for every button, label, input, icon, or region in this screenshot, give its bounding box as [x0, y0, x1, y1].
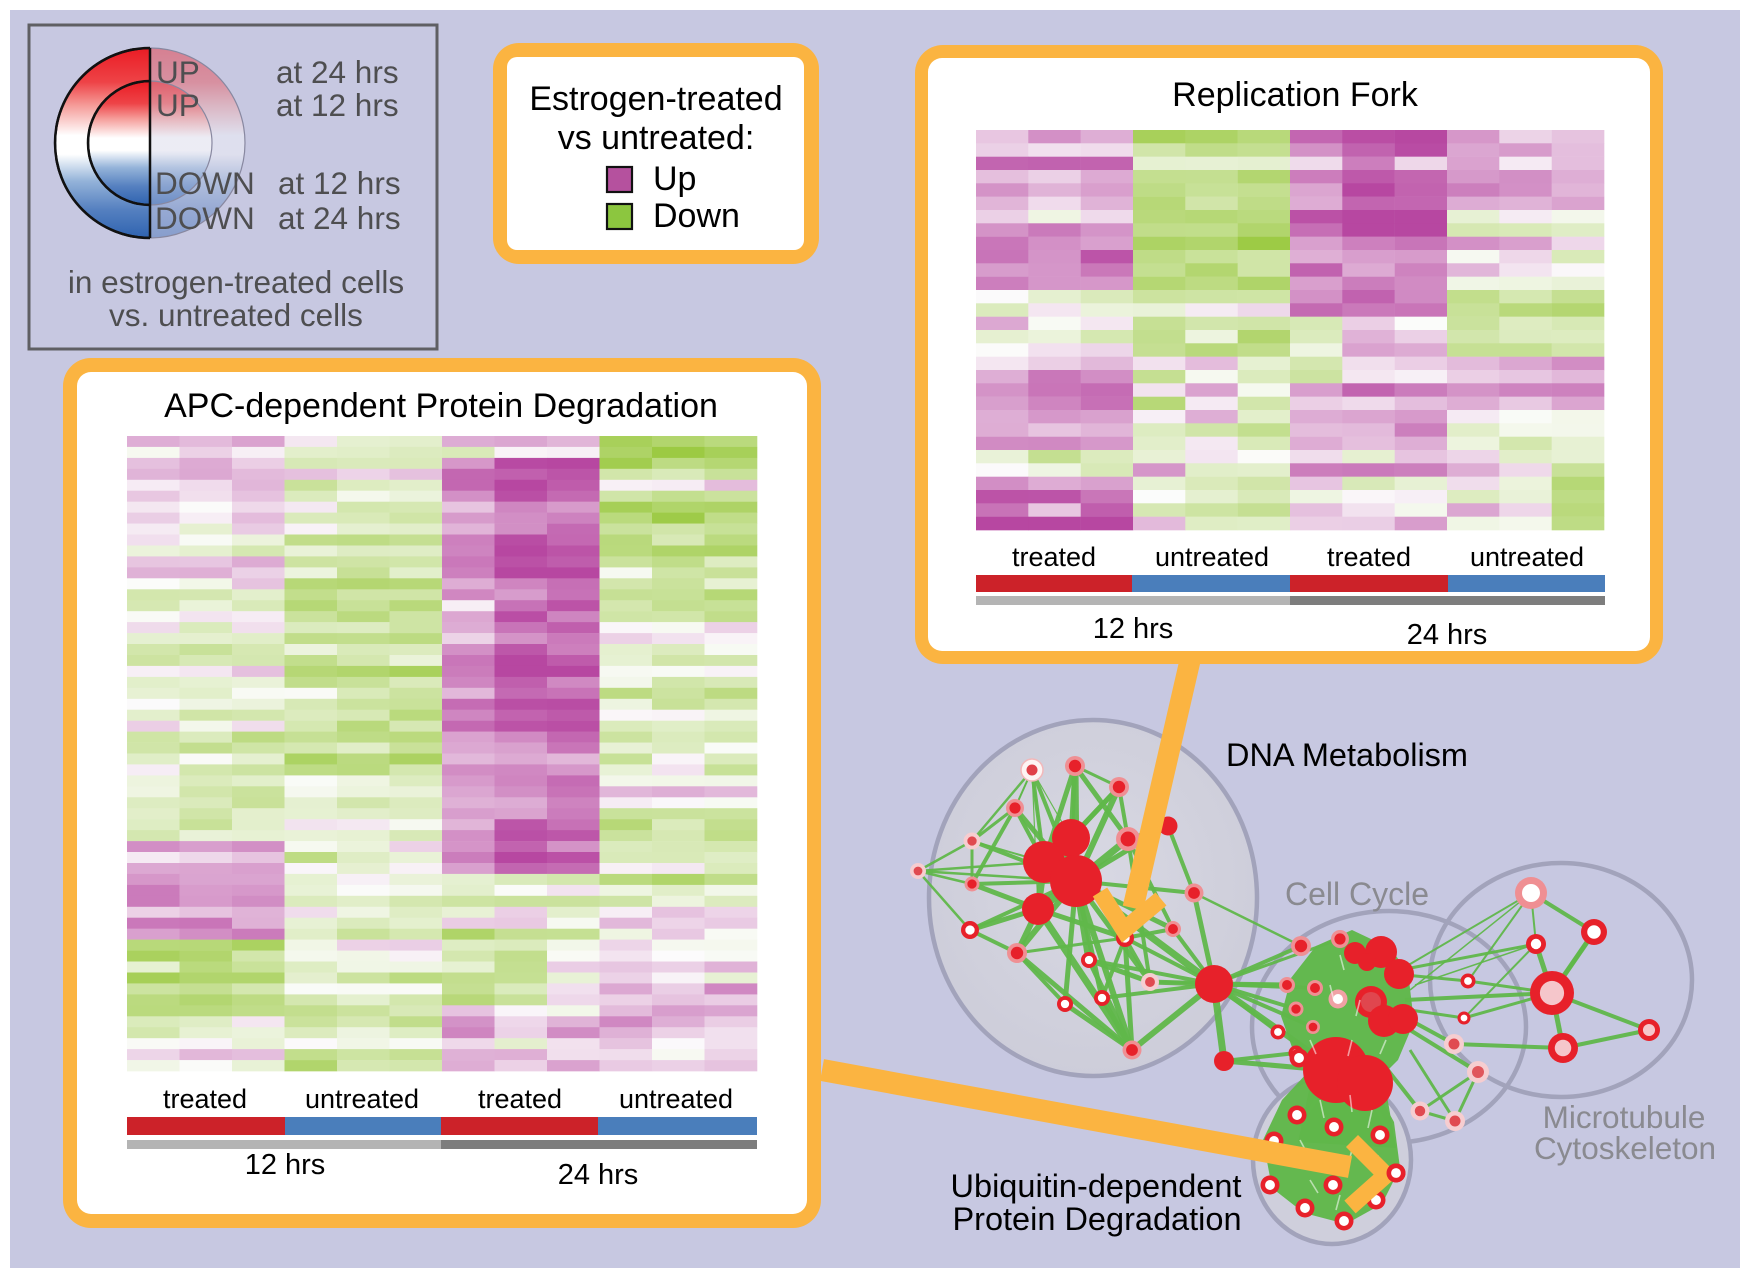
svg-text:DOWN: DOWN [155, 165, 255, 201]
svg-text:DNA Metabolism: DNA Metabolism [1226, 737, 1468, 773]
svg-text:Estrogen-treated: Estrogen-treated [529, 80, 782, 118]
svg-text:at 24 hrs: at 24 hrs [278, 200, 401, 236]
svg-text:24 hrs: 24 hrs [558, 1159, 639, 1191]
svg-text:Cell Cycle: Cell Cycle [1285, 876, 1429, 912]
svg-text:12 hrs: 12 hrs [1093, 613, 1174, 645]
svg-text:UP: UP [156, 54, 200, 90]
svg-text:Replication Fork: Replication Fork [1172, 76, 1419, 114]
svg-text:untreated: untreated [619, 1084, 733, 1114]
svg-text:24 hrs: 24 hrs [1407, 619, 1488, 651]
svg-text:treated: treated [478, 1084, 562, 1114]
svg-text:Protein Degradation: Protein Degradation [952, 1201, 1241, 1237]
svg-text:in estrogen-treated cells: in estrogen-treated cells [68, 264, 404, 300]
svg-text:Up: Up [653, 160, 696, 198]
svg-text:Down: Down [653, 197, 740, 235]
svg-text:UP: UP [156, 87, 200, 123]
svg-text:untreated: untreated [1155, 542, 1269, 572]
svg-text:Microtubule: Microtubule [1543, 1099, 1706, 1135]
svg-text:at 24 hrs: at 24 hrs [276, 54, 399, 90]
svg-text:treated: treated [1327, 542, 1411, 572]
svg-text:at 12 hrs: at 12 hrs [276, 87, 399, 123]
svg-text:untreated: untreated [305, 1084, 419, 1114]
svg-text:treated: treated [163, 1084, 247, 1114]
svg-text:Cytoskeleton: Cytoskeleton [1534, 1130, 1716, 1166]
svg-text:Ubiquitin-dependent: Ubiquitin-dependent [951, 1168, 1242, 1204]
svg-text:treated: treated [1012, 542, 1096, 572]
svg-text:at 12 hrs: at 12 hrs [278, 165, 401, 201]
svg-text:APC-dependent Protein Degradat: APC-dependent Protein Degradation [164, 387, 718, 425]
svg-text:untreated: untreated [1470, 542, 1584, 572]
svg-text:DOWN: DOWN [155, 200, 255, 236]
svg-text:vs untreated:: vs untreated: [558, 119, 755, 157]
svg-text:vs. untreated cells: vs. untreated cells [109, 297, 363, 333]
svg-text:12 hrs: 12 hrs [245, 1149, 326, 1181]
